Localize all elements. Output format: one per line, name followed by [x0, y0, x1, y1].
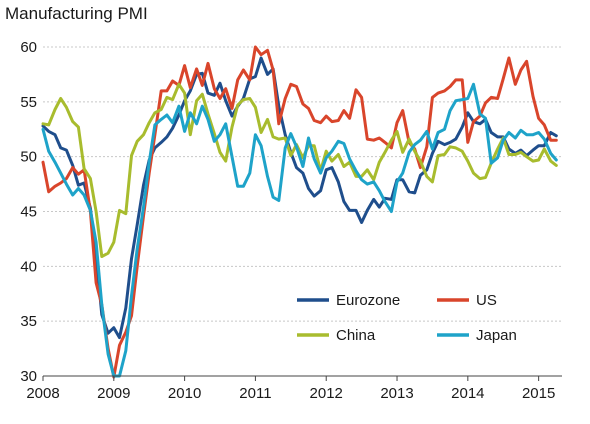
y-tick-label: 30	[20, 368, 37, 385]
y-tick-label: 55	[20, 94, 37, 111]
y-tick-label: 60	[20, 39, 37, 56]
x-tick-label: 2012	[310, 385, 343, 402]
y-tick-label: 45	[20, 204, 37, 221]
legend-label-china: China	[336, 327, 376, 344]
legend-label-us: US	[476, 292, 497, 309]
x-tick-label: 2010	[168, 385, 201, 402]
x-tick-label: 2011	[239, 385, 271, 402]
x-tick-label: 2009	[97, 385, 130, 402]
axes: 30 35 40 45 50 55 60 2008 2009 2010 2011 2012 2013 20…	[20, 39, 562, 402]
x-tick-label: 2013	[380, 385, 413, 402]
legend-label-japan: Japan	[476, 327, 517, 344]
y-tick-label: 50	[20, 149, 37, 166]
series-lines	[41, 45, 558, 379]
series-line-china	[41, 82, 558, 258]
legend: Eurozone US China Japan	[297, 292, 517, 344]
series-line-eurozone	[41, 56, 558, 340]
x-tick-label: 2014	[451, 385, 484, 402]
x-tick-label: 2008	[26, 385, 59, 402]
gridlines	[43, 46, 562, 322]
chart-title: Manufacturing PMI	[5, 4, 148, 23]
x-tick-label: 2015	[522, 385, 555, 402]
y-tick-label: 35	[20, 313, 37, 330]
y-tick-label: 40	[20, 258, 37, 275]
series-line-japan	[41, 82, 558, 378]
legend-label-eurozone: Eurozone	[336, 292, 400, 309]
